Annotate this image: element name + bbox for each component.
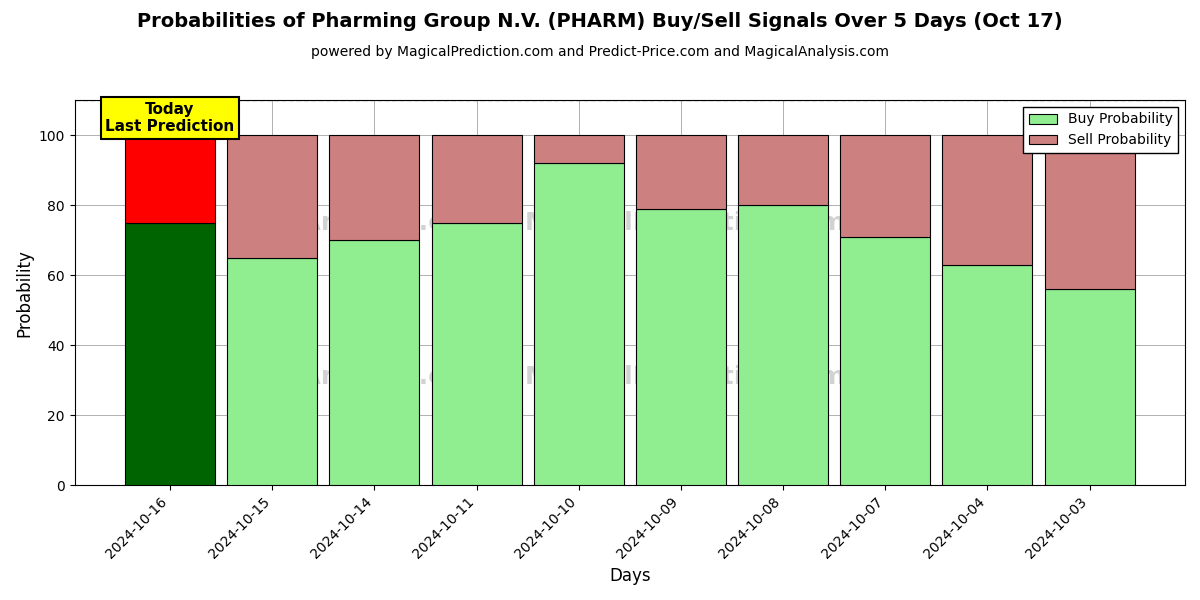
Bar [942,135,1032,265]
Y-axis label: Probability: Probability [16,248,34,337]
Text: calAnalysis.com: calAnalysis.com [262,211,487,235]
Bar [1045,135,1134,289]
Bar [840,135,930,236]
Bar [738,135,828,205]
Text: com: com [956,211,1014,235]
Bar [125,223,215,485]
Legend: Buy Probability, Sell Probability: Buy Probability, Sell Probability [1024,107,1178,153]
Text: Probabilities of Pharming Group N.V. (PHARM) Buy/Sell Signals Over 5 Days (Oct 1: Probabilities of Pharming Group N.V. (PH… [137,12,1063,31]
X-axis label: Days: Days [610,567,650,585]
Text: MagicalPrediction.com: MagicalPrediction.com [524,211,846,235]
Bar [636,135,726,209]
Bar [942,265,1032,485]
Text: com: com [956,365,1014,389]
Bar [840,236,930,485]
Text: Today
Last Prediction: Today Last Prediction [106,102,235,134]
Bar [227,135,317,257]
Bar [330,240,419,485]
Bar [636,209,726,485]
Bar [534,163,624,485]
Bar [432,223,522,485]
Bar [125,135,215,223]
Text: MagicalPrediction.com: MagicalPrediction.com [524,365,846,389]
Text: calAnalysis.com: calAnalysis.com [262,365,487,389]
Text: powered by MagicalPrediction.com and Predict-Price.com and MagicalAnalysis.com: powered by MagicalPrediction.com and Pre… [311,45,889,59]
Bar [534,135,624,163]
Bar [227,257,317,485]
Bar [738,205,828,485]
Bar [432,135,522,223]
Bar [330,135,419,240]
Bar [1045,289,1134,485]
